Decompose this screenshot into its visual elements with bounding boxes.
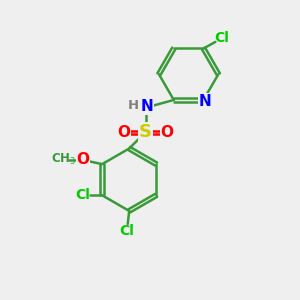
Text: Cl: Cl [119, 224, 134, 238]
Text: O: O [160, 125, 173, 140]
Text: Cl: Cl [75, 188, 90, 202]
Text: H: H [128, 99, 139, 112]
Text: Cl: Cl [214, 31, 229, 45]
Text: N: N [199, 94, 212, 109]
Text: S: S [139, 123, 152, 141]
Text: N: N [141, 99, 153, 114]
Text: O: O [76, 152, 89, 167]
Text: O: O [118, 125, 130, 140]
Text: CH$_3$: CH$_3$ [51, 152, 76, 167]
